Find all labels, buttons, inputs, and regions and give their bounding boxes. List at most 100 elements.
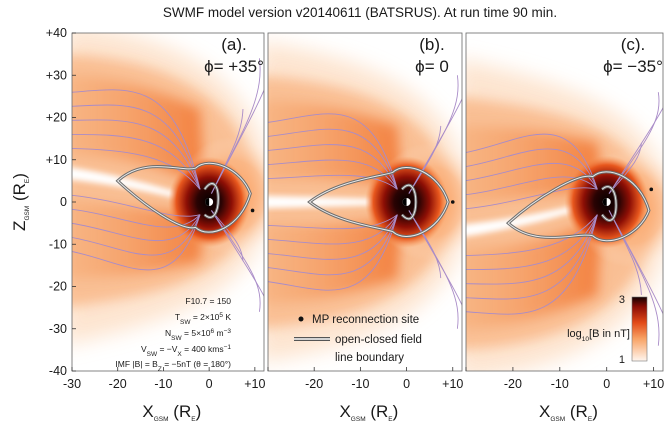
open-closed-boundary [116,162,251,233]
field-line [408,210,462,306]
field-line [72,104,201,190]
colorbar: 3 1 log10[B in nT] [567,294,648,366]
y-tick-label: 0 [60,195,67,209]
field-line [72,133,201,190]
solar-wind-parameters: F10.7 = 150 TSW = 2×105 K NSW = 5×106 m−… [115,296,231,373]
field-line [268,128,398,190]
param-density: NSW = 5×106 m−3 [165,328,231,342]
panel-2: (b). ϕ= 0 [267,32,463,372]
field-line [268,214,398,276]
field-line [608,92,660,194]
x-tick-label: -20 [109,377,127,391]
panel-phi: ϕ= 0 [415,57,449,76]
y-axis-label: ZGSM (RE) [10,173,31,231]
y-tick-label: -10 [49,237,67,251]
panel-label: (b). [419,35,445,54]
field-lines [268,75,462,329]
field-line [72,208,201,228]
field-lines [466,92,663,346]
x-tick-label: -30 [63,377,81,391]
field-line [72,119,201,190]
field-line [466,176,598,196]
field-line [268,144,398,190]
field-line [268,159,398,190]
panel-phi: ϕ= +35° [204,57,264,76]
field-line [268,113,398,190]
x-tick-label: -20 [305,377,323,391]
field-line [466,133,598,190]
param-velocity: VSW = −VX = 400 kms−1 [141,344,231,358]
field-line [466,214,598,315]
panel-label: (a). [221,35,247,54]
field-lines [72,58,264,312]
x-axis-label: XGSM (RE) [142,402,201,423]
field-line [268,174,398,190]
legend-mp-reconnection: MP reconnection site [312,314,419,326]
field-line [72,89,201,190]
field-line [72,214,201,256]
y-tick-label: +10 [46,153,67,167]
legend-boundary-line1: open-closed field [335,334,422,346]
colorbar-label: log10[B in nT] [567,328,630,343]
open-closed-boundary [308,167,449,237]
mp-reconnection-site [649,187,654,192]
mp-reconnection-site [250,208,255,213]
panel-frame [267,32,463,372]
panel-1: (a). ϕ= +35° [71,32,265,372]
open-closed-boundary [507,171,650,242]
field-line [466,214,598,300]
y-tick-label: -30 [49,322,67,336]
figure-title: SWMF model version v20140611 (BATSRUS). … [163,5,557,20]
tail-lobe-south [466,214,603,329]
param-imf: IMF |B| = BZ = −5nT (θ = 180°) [115,359,231,373]
x-tick-label: +10 [244,377,265,391]
panel-phi: ϕ= −35° [603,57,663,76]
plasma-sheet [466,199,598,237]
field-line [268,214,398,260]
param-f107: F10.7 = 150 [185,296,231,306]
param-temperature: TSW = 2×105 K [175,312,232,326]
y-tick-label: +20 [46,111,67,125]
field-line [608,107,663,194]
field-line [72,214,201,271]
x-tick-label: -20 [504,377,522,391]
earth-night-side [205,198,210,206]
field-line [211,89,264,194]
colorbar-max-label: 3 [619,294,625,306]
y-tick-label: +40 [46,26,67,40]
x-tick-label: -10 [154,377,172,391]
y-tick-label: -20 [49,280,67,294]
panel-3: (c). ϕ= −35° [465,32,664,372]
field-line [466,187,598,210]
field-line [211,210,261,312]
panel-label: (c). [621,35,646,54]
x-tick-label: +10 [643,377,664,391]
x-tick-label: -10 [551,377,569,391]
legend: MP reconnection site open-closed field l… [294,314,422,364]
earth-night-side [602,198,607,206]
field-line [72,148,201,190]
field-line [466,214,598,256]
legend-boundary-line2: line boundary [335,352,404,364]
field-line [466,148,598,190]
x-axes: -30 -20 -10 0 +10 XGSM (RE) -20 -10 0 +10 XGSM (RE… [63,367,664,423]
field-line [268,214,398,291]
x-tick-label: +10 [442,377,463,391]
field-line [211,210,264,297]
field-line [408,98,462,194]
mp-reconnection-site [450,200,455,204]
field-line [466,214,598,285]
x-tick-label: -10 [351,377,369,391]
field-line [268,214,398,245]
field-line [608,210,663,315]
x-tick-label: 0 [206,377,213,391]
colorbar-gradient [631,296,648,362]
plasma-sheet [72,167,200,205]
plasma-sheet [268,195,398,209]
x-tick-label: 0 [403,377,410,391]
field-line [268,214,398,230]
x-axis-label: XGSM (RE) [539,402,598,423]
panels: (a). ϕ= +35° (b). ϕ= 0 (c). ϕ= −35° [71,32,664,372]
y-tick-label: -40 [49,364,67,378]
